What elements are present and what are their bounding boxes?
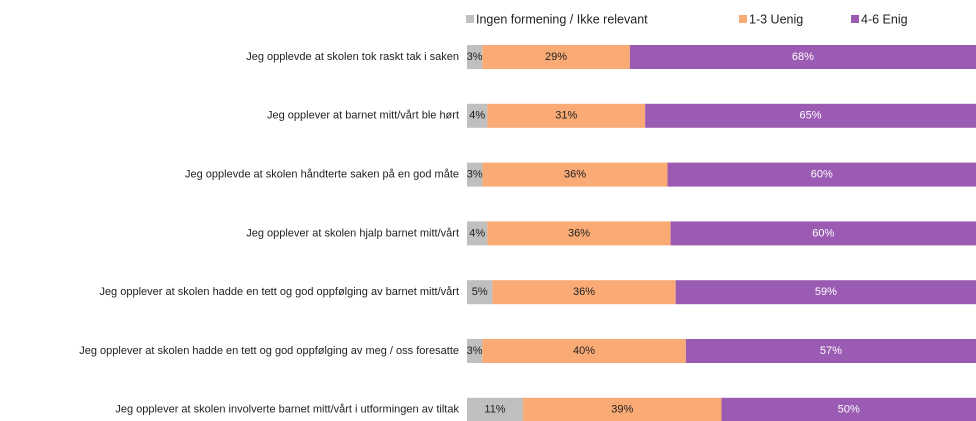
category-label: Jeg opplevde at skolen håndterte saken p… [185,169,459,181]
value-label: 39% [611,404,633,416]
category-label: Jeg opplever at barnet mitt/vårt ble hør… [267,110,459,122]
bar-segment [670,221,976,246]
bar-segment [482,45,630,69]
bar-segment [467,280,493,305]
bar-segment [482,339,686,363]
bar-segment [721,397,976,421]
value-label: 68% [792,51,814,63]
value-label: 40% [573,345,595,357]
value-label: 36% [564,169,586,181]
value-label: 60% [812,227,834,239]
value-label: 50% [838,404,860,416]
bar-segment [487,221,671,246]
value-label: 11% [484,404,505,416]
value-label: 5% [472,286,488,298]
bar-segment [492,280,676,305]
bar-segment [645,103,976,128]
legend-label: 1-3 Uenig [749,12,803,26]
value-label: 3% [467,169,483,181]
category-label: Jeg opplever at skolen hadde en tett og … [79,345,459,357]
value-label: 65% [800,110,822,122]
bar-segment [467,45,483,69]
category-label: Jeg opplever at skolen hadde en tett og … [99,286,459,298]
legend-swatch [466,15,474,23]
category-label: Jeg opplevde at skolen tok raskt tak i s… [246,51,459,63]
value-label: 3% [467,345,483,357]
bar-segment [467,339,483,363]
value-label: 4% [469,110,485,122]
value-label: 60% [811,169,833,181]
bar-segment [685,339,976,363]
legend-swatch [739,15,747,23]
bar-segment [467,221,488,246]
bar-segment [467,103,488,128]
value-label: 59% [815,286,837,298]
category-label: Jeg opplever at skolen hjalp barnet mitt… [246,227,459,239]
legend-label: 4-6 Enig [861,12,908,26]
value-label: 36% [573,286,595,298]
legend-swatch [851,15,859,23]
value-label: 36% [568,227,590,239]
value-label: 31% [555,110,577,122]
bar-segment [522,397,722,421]
bar-segment [667,162,976,187]
legend-label: Ingen formening / Ikke relevant [476,12,648,26]
value-label: 29% [545,51,567,63]
value-label: 57% [820,345,842,357]
bar-segment [629,45,976,69]
bar-segment [482,162,668,187]
bar-segment [675,280,976,305]
bar-segment [487,103,646,128]
bar-segment [467,397,523,421]
category-label: Jeg opplever at skolen involverte barnet… [115,404,459,416]
value-label: 3% [467,51,483,63]
bar-segment [467,162,483,187]
value-label: 4% [469,227,485,239]
